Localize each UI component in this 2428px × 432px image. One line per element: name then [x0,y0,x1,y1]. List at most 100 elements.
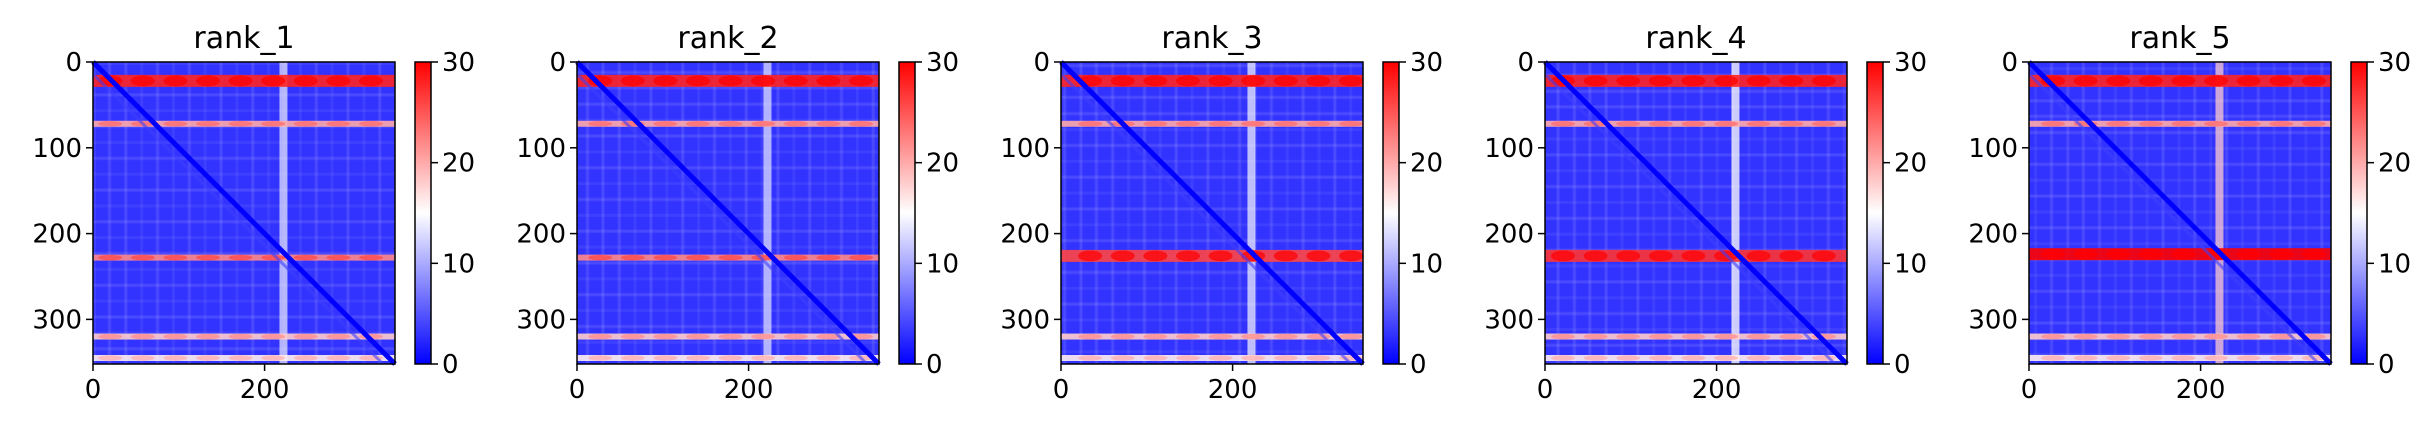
band-speckle [228,254,253,261]
band-speckle [2171,75,2196,87]
panel-title: rank_1 [193,21,294,56]
texture-stripe [1545,73,1847,77]
texture-stripe [108,62,112,364]
band-speckle [2106,121,2131,127]
band-speckle [685,121,710,127]
band-speckle [1110,75,1135,87]
colorbar: 0 10 20 30 [1382,48,1443,380]
texture-stripe [1061,239,1363,243]
texture-stripe [577,261,879,265]
band-speckle [1241,333,1266,340]
panel-title: rank_5 [2129,21,2230,56]
texture-stripe [1269,62,1273,364]
colorbar-tick-label: 30 [1410,48,1443,78]
band-speckle [2171,355,2196,361]
texture-stripe [2081,62,2085,364]
band-speckle [1306,75,1331,87]
texture-stripe [839,62,843,364]
band-speckle [1175,333,1200,340]
texture-stripe [824,62,828,364]
band-speckle [293,254,318,261]
texture-stripe [2145,62,2149,364]
texture-stripe [219,62,223,364]
texture-stripe [1545,232,1847,236]
texture-stripe [577,197,879,201]
band-speckle [1241,121,1266,127]
x-tick-label: 200 [724,375,774,405]
texture-stripe [2029,162,2331,166]
texture-stripe [93,315,395,319]
texture-stripe [577,86,879,90]
texture-stripe [577,198,879,202]
texture-stripe [1061,207,1363,211]
band-speckle [1208,333,1233,340]
texture-stripe [2304,62,2308,364]
texture-stripe [1061,144,1363,148]
texture-stripe [2029,352,2331,356]
texture-stripe [2192,62,2196,364]
y-tick-label: 300 [1484,305,1534,335]
texture-stripe [745,62,749,364]
texture-stripe [633,62,637,364]
band-speckle [2269,121,2294,127]
texture-stripe [577,150,879,154]
colorbar: 0 10 20 30 [1866,48,1927,380]
colorbar-tick-label: 30 [442,48,475,78]
band-speckle [195,355,220,361]
texture-stripe [1079,62,1083,364]
band-speckle [2204,75,2229,87]
band-speckle [195,254,220,261]
texture-stripe [1061,112,1363,116]
texture-stripe [2224,62,2228,364]
texture-stripe [776,62,780,364]
y-tick-label: 200 [32,220,82,250]
texture-stripe [577,245,879,249]
band-speckle [2301,121,2326,127]
band-speckle [2236,248,2261,260]
texture-stripe [2029,99,2331,103]
band-speckle [1551,121,1576,127]
band-speckle [783,75,808,87]
band-speckle [1779,333,1804,340]
texture-stripe [1095,62,1099,364]
texture-stripe [2029,131,2331,135]
texture-stripe [1635,62,1639,364]
band-speckle [2269,248,2294,260]
texture-stripe [1061,175,1363,179]
band-speckle [1779,355,1804,361]
texture-stripe [577,292,879,296]
band-speckle [620,254,645,261]
band-speckle [2171,333,2196,340]
texture-stripe [1190,62,1194,364]
texture-stripe [93,92,395,96]
texture-stripe [93,204,395,208]
texture-stripe [1061,318,1363,322]
texture-stripe [93,252,395,256]
texture-stripe [315,62,319,364]
band-speckle [1143,121,1168,127]
band-speckle [1175,75,1200,87]
texture-stripe [1545,185,1847,189]
band-speckle [1648,333,1673,340]
texture-stripe [1545,248,1847,252]
texture-stripe [2161,62,2165,364]
y-tick-label: 0 [65,48,82,78]
y-tick-label: 0 [549,48,566,78]
texture-stripe [585,62,589,364]
texture-stripe [1636,62,1640,364]
texture-stripe [93,347,395,351]
band-speckle [2204,121,2229,127]
colorbar-tick-label: 30 [2378,48,2411,78]
band-speckle [261,75,286,87]
texture-stripe [1254,62,1258,364]
colorbar-frame [898,61,916,365]
band-speckle [1779,250,1804,262]
texture-stripe [1111,62,1115,364]
band-speckle [816,75,841,87]
heatmap-image [575,60,881,366]
axes-frame [92,61,396,365]
texture-stripe [93,172,395,176]
texture-stripe [618,62,622,364]
texture-stripe [1061,64,1363,68]
